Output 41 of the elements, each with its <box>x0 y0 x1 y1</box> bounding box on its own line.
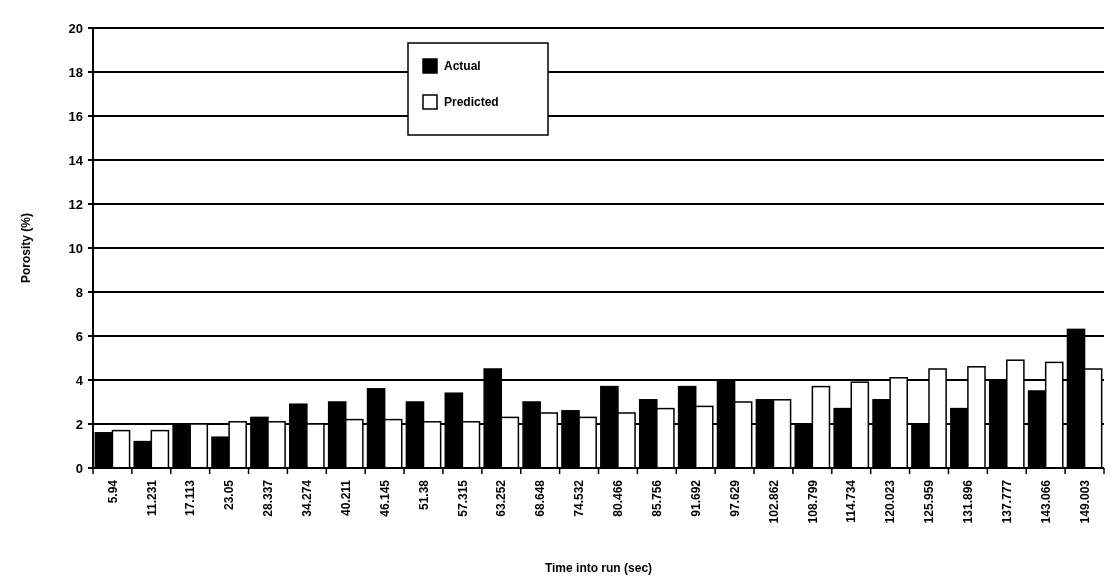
x-tick-label: 23.05 <box>222 479 237 511</box>
x-tick-label: 114.734 <box>844 479 859 523</box>
y-tick-label: 14 <box>68 152 84 168</box>
x-tick-label: 74.532 <box>572 479 587 517</box>
x-tick-label: 40.211 <box>338 479 353 517</box>
x-tick-label: 57.315 <box>455 479 470 517</box>
x-tick-label: 85.756 <box>650 479 665 517</box>
y-tick-label: 16 <box>68 108 83 124</box>
x-tick-label: 5.94 <box>105 479 120 504</box>
y-tick-label: 6 <box>75 328 83 344</box>
y-tick-label: 20 <box>68 20 83 36</box>
x-tick-label: 46.145 <box>377 479 392 517</box>
y-tick-label: 18 <box>68 64 83 80</box>
x-tick-label: 143.066 <box>1038 479 1053 524</box>
x-tick-label: 28.337 <box>261 479 276 517</box>
x-tick-label: 68.648 <box>533 479 548 517</box>
x-tick-label: 131.896 <box>961 479 976 524</box>
x-tick-label: 17.113 <box>183 479 198 517</box>
y-tick-label: 10 <box>68 240 83 256</box>
legend-label: Predicted <box>444 95 499 110</box>
x-tick-label: 34.274 <box>300 479 315 517</box>
x-tick-label: 97.629 <box>727 479 742 517</box>
x-tick-label: 91.692 <box>688 479 703 517</box>
x-tick-label: 102.862 <box>766 479 781 524</box>
y-tick-label: 8 <box>75 284 83 300</box>
x-tick-label: 149.003 <box>1077 479 1092 524</box>
y-tick-label: 0 <box>75 460 83 476</box>
x-tick-label: 108.799 <box>805 479 820 524</box>
x-axis-title: Time into run (sec) <box>544 561 653 575</box>
x-tick-label: 137.777 <box>999 479 1014 524</box>
y-axis-title: Porosity (%) <box>19 212 33 284</box>
x-tick-label: 80.466 <box>611 479 626 517</box>
x-tick-label: 125.959 <box>922 479 937 524</box>
y-tick-label: 12 <box>68 196 83 212</box>
x-tick-label: 63.252 <box>494 479 509 517</box>
x-tick-label: 120.023 <box>883 479 898 524</box>
x-tick-label: 11.231 <box>144 479 159 517</box>
y-tick-label: 4 <box>75 372 84 388</box>
y-tick-label: 2 <box>75 416 83 432</box>
legend-label: Actual <box>444 59 481 74</box>
x-tick-label: 51.38 <box>416 479 431 511</box>
